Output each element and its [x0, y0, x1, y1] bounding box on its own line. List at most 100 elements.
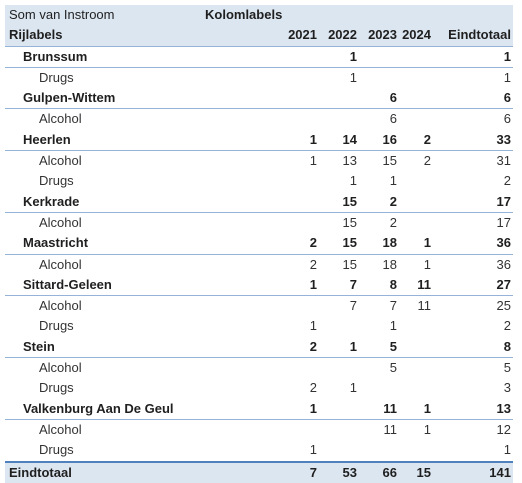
group-row-value-2023[interactable]: 2 — [389, 193, 397, 209]
group-row-value-2023[interactable]: 8 — [389, 276, 397, 292]
item-row-value-2021[interactable] — [267, 358, 317, 378]
item-row-value-2022[interactable] — [317, 316, 357, 336]
group-row-total[interactable]: 1 — [503, 48, 511, 64]
column-header-2024[interactable]: 2024 — [402, 27, 431, 43]
item-row[interactable]: Alcohol 15 2 17 — [5, 213, 513, 233]
item-row-value-2022[interactable]: 1 — [349, 380, 357, 396]
group-row-value-2023[interactable] — [357, 47, 397, 67]
item-row-total[interactable]: 5 — [503, 360, 511, 376]
group-row-label[interactable]: Sittard-Geleen — [23, 276, 112, 292]
item-row-value-2023[interactable]: 7 — [389, 298, 397, 314]
group-row-value-2023[interactable]: 5 — [389, 338, 397, 354]
group-row-value-2021[interactable]: 2 — [309, 338, 317, 354]
group-row-total[interactable]: 33 — [496, 131, 511, 147]
group-row[interactable]: Sittard-Geleen 1 7 8 11 27 — [5, 275, 513, 297]
item-row[interactable]: Alcohol 11 1 12 — [5, 420, 513, 440]
group-row-value-2023[interactable]: 18 — [382, 235, 397, 251]
item-row-value-2022[interactable] — [317, 420, 357, 440]
group-row[interactable]: Valkenburg Aan De Geul 1 11 1 13 — [5, 399, 513, 420]
group-row-value-2022[interactable] — [317, 399, 357, 419]
group-row-label[interactable]: Stein — [23, 338, 55, 354]
item-row-value-2022[interactable]: 15 — [342, 214, 357, 230]
item-row-value-2023[interactable]: 15 — [382, 153, 397, 169]
item-row-value-2022[interactable] — [317, 440, 357, 460]
item-row-value-2022[interactable] — [317, 109, 357, 129]
item-row-label[interactable]: Alcohol — [39, 421, 82, 437]
group-row-label[interactable]: Heerlen — [23, 131, 71, 147]
item-row-total[interactable]: 3 — [503, 380, 511, 396]
item-row-value-2021[interactable] — [267, 68, 317, 88]
item-row-value-2023[interactable] — [357, 440, 397, 460]
item-row-value-2022[interactable]: 1 — [349, 173, 357, 189]
group-row-value-2024[interactable] — [397, 337, 431, 357]
measure-label[interactable]: Som van Instroom — [9, 7, 115, 22]
group-row-total[interactable]: 27 — [496, 276, 511, 292]
item-row-total[interactable]: 2 — [503, 318, 511, 334]
item-row-value-2024[interactable] — [397, 68, 431, 88]
item-row-value-2024[interactable] — [397, 378, 431, 398]
group-row-label[interactable]: Valkenburg Aan De Geul — [23, 400, 174, 416]
group-row-value-2021[interactable] — [267, 88, 317, 108]
item-row[interactable]: Drugs 1 1 — [5, 68, 513, 88]
item-row-value-2021[interactable]: 1 — [309, 153, 317, 169]
grand-total-value[interactable]: 141 — [489, 464, 511, 480]
item-row[interactable]: Alcohol 6 6 — [5, 109, 513, 129]
group-row-label[interactable]: Kerkrade — [23, 193, 80, 209]
group-row[interactable]: Kerkrade 15 2 17 — [5, 192, 513, 213]
item-row-label[interactable]: Drugs — [39, 69, 74, 85]
group-row-value-2022[interactable]: 7 — [349, 276, 357, 292]
group-row-value-2021[interactable]: 2 — [309, 235, 317, 251]
item-row[interactable]: Alcohol 7 7 11 25 — [5, 296, 513, 316]
group-row[interactable]: Stein 2 1 5 8 — [5, 337, 513, 359]
item-row-value-2021[interactable] — [267, 420, 317, 440]
item-row-value-2022[interactable]: 1 — [349, 69, 357, 85]
group-row-total[interactable]: 13 — [496, 400, 511, 416]
item-row-value-2023[interactable]: 11 — [383, 421, 398, 437]
group-row[interactable]: Brunssum 1 1 — [5, 47, 513, 68]
item-row-total[interactable]: 31 — [496, 153, 511, 169]
group-row-total[interactable]: 17 — [496, 193, 511, 209]
item-row-total[interactable]: 1 — [503, 69, 511, 85]
group-row-value-2022[interactable]: 14 — [342, 131, 357, 147]
group-row-value-2021[interactable]: 1 — [309, 131, 317, 147]
column-header-2022[interactable]: 2022 — [328, 27, 357, 43]
item-row-value-2024[interactable] — [397, 109, 431, 129]
grand-total-2024[interactable]: 15 — [416, 464, 431, 480]
grand-total-2022[interactable]: 53 — [342, 464, 357, 480]
item-row-label[interactable]: Drugs — [39, 318, 74, 334]
item-row-label[interactable]: Drugs — [39, 173, 74, 189]
column-header-total[interactable]: Eindtotaal — [448, 27, 511, 43]
group-row-label[interactable]: Gulpen-Wittem — [23, 90, 116, 106]
item-row-total[interactable]: 12 — [496, 421, 511, 437]
column-header-2023[interactable]: 2023 — [368, 27, 397, 43]
item-row-value-2021[interactable]: 1 — [309, 318, 317, 334]
item-row[interactable]: Alcohol 5 5 — [5, 358, 513, 378]
item-row-value-2021[interactable] — [267, 296, 317, 316]
item-row-label[interactable]: Alcohol — [39, 256, 82, 272]
group-row[interactable]: Gulpen-Wittem 6 6 — [5, 88, 513, 110]
column-labels-dropdown[interactable]: Kolomlabels — [205, 7, 283, 22]
item-row-value-2023[interactable]: 1 — [389, 173, 397, 189]
item-row-value-2023[interactable]: 2 — [389, 214, 397, 230]
item-row-value-2021[interactable]: 2 — [309, 256, 317, 272]
item-row-value-2023[interactable]: 6 — [389, 111, 397, 127]
group-row-value-2024[interactable]: 1 — [423, 400, 431, 416]
item-row-value-2021[interactable] — [267, 213, 317, 233]
grand-total-2021[interactable]: 7 — [309, 464, 317, 480]
item-row[interactable]: Drugs 1 1 2 — [5, 171, 513, 191]
item-row-value-2023[interactable]: 1 — [389, 318, 397, 334]
item-row-value-2021[interactable]: 2 — [309, 380, 317, 396]
item-row-value-2022[interactable]: 13 — [342, 153, 357, 169]
item-row-value-2024[interactable]: 11 — [417, 298, 432, 314]
group-row-label[interactable]: Maastricht — [23, 235, 89, 251]
item-row-total[interactable]: 17 — [496, 214, 511, 230]
group-row-value-2024[interactable] — [397, 88, 431, 108]
group-row-value-2024[interactable] — [397, 192, 431, 212]
item-row-value-2024[interactable]: 1 — [423, 421, 431, 437]
item-row-value-2024[interactable]: 1 — [423, 256, 431, 272]
item-row-value-2024[interactable] — [397, 171, 431, 191]
group-row[interactable]: Heerlen 1 14 16 2 33 — [5, 130, 513, 152]
item-row-value-2023[interactable] — [357, 68, 397, 88]
grand-total-row[interactable]: Eindtotaal 7 53 66 15 141 — [5, 460, 513, 483]
item-row-total[interactable]: 1 — [503, 442, 511, 458]
